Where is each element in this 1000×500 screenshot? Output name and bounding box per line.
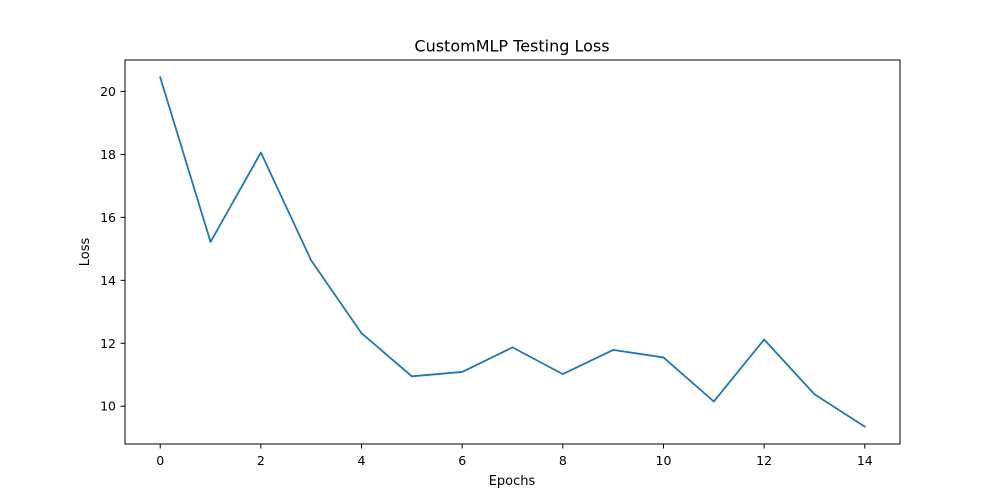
x-axis-ticks: 0 2 4 6 8 10 12 14: [156, 444, 873, 468]
x-tick-label: 12: [756, 453, 772, 468]
x-tick-label: 0: [156, 453, 164, 468]
plot-area-frame: [124, 59, 901, 445]
x-tick-label: 8: [559, 453, 567, 468]
y-tick-label: 12: [100, 336, 116, 351]
y-axis-label: Loss: [78, 238, 93, 267]
y-tick-label: 14: [100, 273, 116, 288]
chart-title: CustomMLP Testing Loss: [414, 37, 609, 56]
y-tick-label: 18: [100, 147, 116, 162]
x-axis-label: Epochs: [489, 474, 536, 489]
x-tick-label: 4: [358, 453, 366, 468]
series-layer: [159, 76, 867, 428]
y-tick-label: 20: [100, 84, 116, 99]
y-axis-ticks: 10 12 14 16 18 20: [100, 84, 125, 414]
y-tick-label: 16: [100, 210, 116, 225]
y-tick-label: 10: [100, 399, 116, 414]
x-tick-label: 6: [458, 453, 466, 468]
x-tick-label: 2: [257, 453, 265, 468]
x-tick-label: 10: [656, 453, 672, 468]
x-tick-label: 14: [857, 453, 873, 468]
